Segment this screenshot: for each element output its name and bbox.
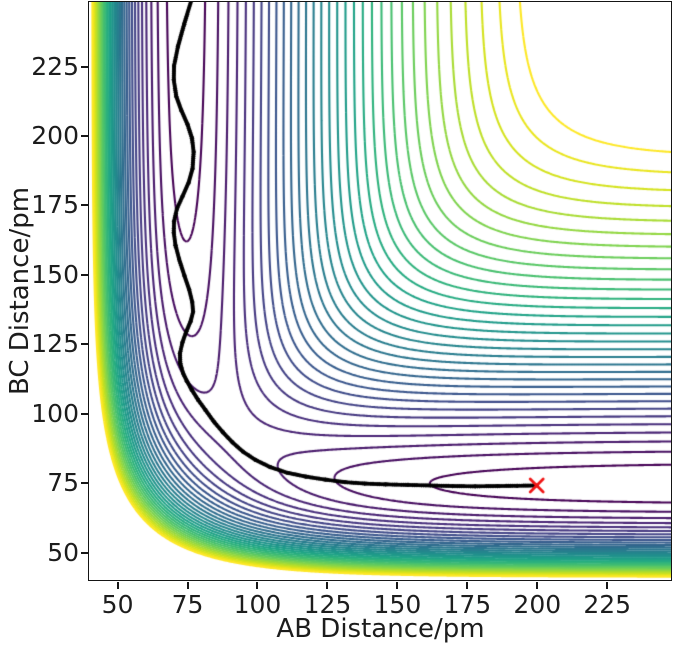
y-tick-mark [81, 412, 88, 415]
y-tick-label: 150 [31, 259, 79, 289]
y-tick-label: 225 [31, 51, 79, 81]
y-tick-label: 175 [31, 190, 79, 220]
y-tick-mark [81, 204, 88, 207]
x-tick-label: 50 [101, 590, 134, 620]
x-axis-label: AB Distance/pm [276, 614, 485, 644]
y-tick-label: 125 [31, 329, 79, 359]
plot-area [88, 1, 672, 581]
x-tick-mark [466, 582, 469, 590]
y-tick-label: 50 [47, 537, 79, 567]
pes-contour-canvas [89, 2, 671, 580]
x-tick-label: 225 [583, 590, 632, 620]
y-tick-mark [81, 134, 88, 137]
x-tick-mark [606, 582, 609, 590]
y-axis-label: BC Distance/pm [5, 186, 35, 396]
y-tick-mark [81, 551, 88, 554]
y-tick-mark [81, 482, 88, 485]
y-tick-mark [81, 65, 88, 68]
y-tick-label: 75 [47, 468, 79, 498]
x-tick-mark [116, 582, 119, 590]
x-tick-label: 100 [233, 590, 282, 620]
y-tick-label: 200 [31, 120, 79, 150]
x-tick-mark [536, 582, 539, 590]
x-tick-label: 175 [443, 590, 492, 620]
y-tick-mark [81, 343, 88, 346]
y-tick-mark [81, 273, 88, 276]
x-tick-mark [186, 582, 189, 590]
x-tick-mark [256, 582, 259, 590]
x-tick-mark [396, 582, 399, 590]
x-tick-label: 150 [373, 590, 422, 620]
x-tick-label: 75 [171, 590, 204, 620]
x-tick-mark [326, 582, 329, 590]
y-tick-label: 100 [31, 398, 79, 428]
x-tick-label: 200 [513, 590, 562, 620]
x-tick-label: 125 [303, 590, 352, 620]
